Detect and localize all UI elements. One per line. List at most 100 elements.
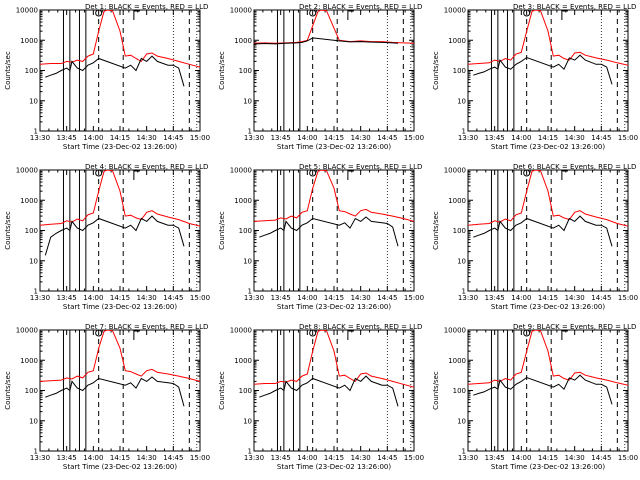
y-tick-label: 10000	[230, 167, 252, 175]
y-tick-label: 1	[248, 128, 252, 136]
circle-marker	[95, 169, 103, 177]
series-lld	[254, 330, 414, 388]
bracket-marker	[561, 330, 568, 340]
y-tick-label: 1	[34, 288, 38, 296]
y-tick-label: 10000	[444, 7, 466, 15]
panel-1: Det 1: BLACK = Events, RED = LLD 1 10 100 10…	[4, 3, 210, 151]
plot-frame	[467, 329, 629, 452]
x-axis-label: Start Time (23-Dec-02 13:26:00)	[491, 143, 605, 151]
y-tick-label: 1000	[448, 197, 466, 205]
x-tick-label: 14:45	[163, 294, 183, 302]
y-tick-label: 10	[457, 97, 466, 105]
y-tick-label: 100	[239, 67, 252, 75]
x-axis-label: Start Time (23-Dec-02 13:26:00)	[63, 463, 177, 471]
series-lld	[40, 10, 200, 68]
y-tick-label: 100	[239, 387, 252, 395]
y-tick-label: 1000	[20, 197, 38, 205]
x-tick-label: 14:45	[163, 134, 183, 142]
bracket-marker	[133, 10, 140, 20]
x-tick-label: 15:00	[404, 454, 424, 462]
bracket-marker	[133, 170, 140, 180]
panel-title: Det 3: BLACK = Events, RED = LLD	[513, 3, 636, 11]
circle-marker	[95, 9, 103, 17]
y-tick-label: 10000	[444, 327, 466, 335]
panel-7: Det 7: BLACK = Events, RED = LLD 1 10 100 10…	[4, 323, 210, 471]
bracket-marker	[347, 170, 354, 180]
y-tick-label: 10000	[16, 7, 38, 15]
x-tick-label: 13:45	[57, 134, 77, 142]
panel-title: Det 5: BLACK = Events, RED = LLD	[299, 163, 422, 171]
circle-marker	[309, 169, 317, 177]
x-tick-label: 15:00	[618, 134, 638, 142]
series-events	[254, 37, 399, 45]
y-tick-label: 100	[239, 227, 252, 235]
x-tick-label: 15:00	[190, 134, 210, 142]
x-tick-label: 14:00	[297, 134, 317, 142]
y-tick-label: 10000	[230, 7, 252, 15]
x-tick-label: 14:30	[351, 134, 371, 142]
y-axis-label: Counts/sec	[432, 51, 440, 90]
x-tick-label: 14:00	[83, 294, 103, 302]
x-tick-label: 14:30	[351, 294, 371, 302]
bracket-marker	[347, 10, 354, 20]
panel-title: Det 7: BLACK = Events, RED = LLD	[85, 323, 208, 331]
y-tick-label: 100	[453, 387, 466, 395]
series-events	[473, 54, 613, 85]
panel-6: Det 6: BLACK = Events, RED = LLD 1 10 100 10…	[432, 163, 638, 311]
y-tick-label: 10	[243, 257, 252, 265]
y-axis-label: Counts/sec	[432, 371, 440, 410]
y-tick-label: 1000	[20, 357, 38, 365]
x-tick-label: 14:15	[110, 294, 130, 302]
x-tick-label: 13:45	[485, 294, 505, 302]
x-axis-label: Start Time (23-Dec-02 13:26:00)	[277, 303, 391, 311]
x-tick-label: 13:45	[57, 294, 77, 302]
y-tick-label: 100	[453, 227, 466, 235]
panel-title: Det 8: BLACK = Events, RED = LLD	[299, 323, 422, 331]
x-tick-label: 14:15	[538, 294, 558, 302]
series-lld	[468, 330, 628, 386]
y-tick-label: 10	[29, 97, 38, 105]
x-axis-label: Start Time (23-Dec-02 13:26:00)	[491, 463, 605, 471]
x-tick-label: 13:30	[458, 294, 478, 302]
x-tick-label: 15:00	[404, 294, 424, 302]
y-axis-label: Counts/sec	[218, 51, 226, 90]
x-axis-label: Start Time (23-Dec-02 13:26:00)	[491, 303, 605, 311]
bracket-marker	[133, 330, 140, 340]
x-tick-label: 14:45	[591, 134, 611, 142]
x-tick-label: 14:15	[110, 134, 130, 142]
x-tick-label: 13:45	[271, 294, 291, 302]
circle-marker	[95, 329, 103, 337]
y-tick-label: 1000	[234, 197, 252, 205]
x-tick-label: 13:30	[30, 294, 50, 302]
circle-marker	[523, 329, 531, 337]
circle-marker	[309, 329, 317, 337]
series-events	[45, 376, 185, 407]
y-tick-label: 1	[248, 448, 252, 456]
y-tick-label: 100	[25, 387, 38, 395]
x-tick-label: 14:15	[324, 454, 344, 462]
x-tick-label: 15:00	[190, 294, 210, 302]
circle-marker	[309, 9, 317, 17]
x-tick-label: 13:30	[244, 134, 264, 142]
x-tick-label: 13:30	[244, 454, 264, 462]
panel-5: Det 5: BLACK = Events, RED = LLD 1 10 100 10…	[218, 163, 424, 311]
y-tick-label: 10000	[16, 167, 38, 175]
x-axis-label: Start Time (23-Dec-02 13:26:00)	[277, 143, 391, 151]
x-tick-label: 15:00	[190, 454, 210, 462]
plot-frame	[39, 169, 201, 292]
x-tick-label: 14:00	[511, 134, 531, 142]
y-tick-label: 10000	[16, 327, 38, 335]
x-tick-label: 14:00	[511, 294, 531, 302]
y-axis-label: Counts/sec	[4, 51, 12, 90]
bracket-marker	[561, 170, 568, 180]
y-tick-label: 100	[25, 67, 38, 75]
circle-marker	[523, 169, 531, 177]
panel-2: Det 2: BLACK = Events, RED = LLD 1 10 100 10…	[218, 3, 424, 151]
x-tick-label: 14:45	[591, 294, 611, 302]
circle-marker	[523, 9, 531, 17]
x-tick-label: 14:45	[591, 454, 611, 462]
panel-8: Det 8: BLACK = Events, RED = LLD 1 10 100 10…	[218, 323, 424, 471]
x-tick-label: 14:00	[297, 294, 317, 302]
series-lld	[40, 170, 200, 227]
